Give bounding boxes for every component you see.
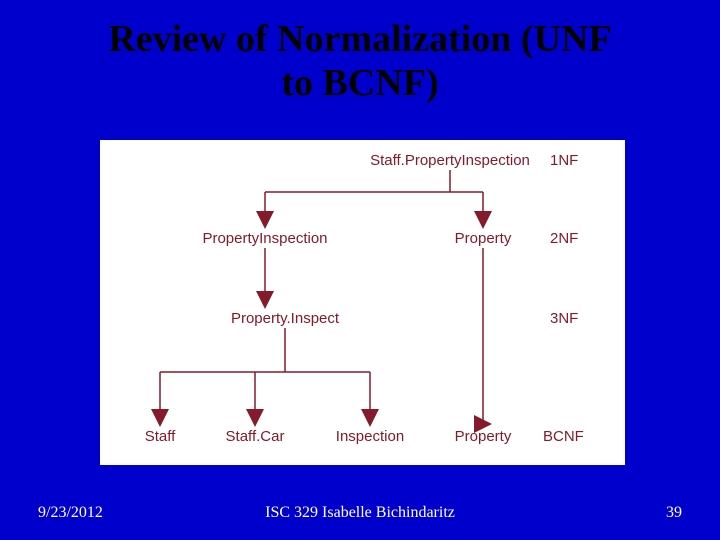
footer-date: 9/23/2012 xyxy=(38,504,103,522)
diagram-panel: Staff.PropertyInspectionPropertyInspecti… xyxy=(100,140,625,465)
level-l1: 1NF xyxy=(550,152,578,169)
node-property: Property xyxy=(443,230,523,247)
node-inspection: Inspection xyxy=(325,428,415,445)
title-line2: to BCNF) xyxy=(0,62,720,106)
node-staffcar: Staff.Car xyxy=(215,428,295,445)
level-l4: BCNF xyxy=(543,428,584,445)
level-l3: 3NF xyxy=(550,310,578,327)
diagram-lines xyxy=(100,140,625,465)
node-root: Staff.PropertyInspection xyxy=(360,152,540,169)
node-propertyB: Property xyxy=(443,428,523,445)
footer-page: 39 xyxy=(666,504,682,522)
level-l2: 2NF xyxy=(550,230,578,247)
title-line1: Review of Normalization (UNF xyxy=(0,18,720,62)
node-propinsp: PropertyInspection xyxy=(185,230,345,247)
node-staff: Staff xyxy=(130,428,190,445)
node-inspect: Property.Inspect xyxy=(220,310,350,327)
footer-center: ISC 329 Isabelle Bichindaritz xyxy=(265,504,455,522)
slide-title: Review of Normalization (UNF to BCNF) xyxy=(0,0,720,105)
